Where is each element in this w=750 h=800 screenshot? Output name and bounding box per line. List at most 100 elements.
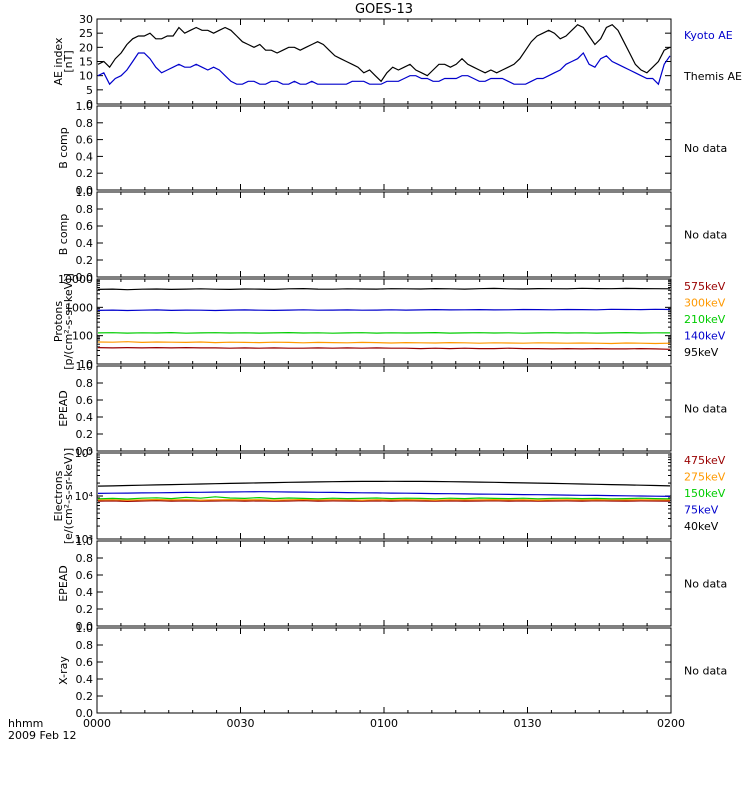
y-tick-label: 0.2 bbox=[76, 254, 94, 267]
panel-5: 0.0 0.2 0.4 0.6 0.8 1.0 EPEAD No data bbox=[57, 360, 727, 458]
panel-6: 10³ 10⁴ 10⁵ Electrons[e/(cm²-s-sr-keV)] 475k… bbox=[52, 447, 726, 546]
y-tick-label: 1.0 bbox=[76, 186, 94, 199]
panel-4: 10 100 1000 10000 Protons[p/(cm²-s-sr-keV)] 5… bbox=[52, 273, 726, 371]
no-data-label: No data bbox=[684, 665, 727, 678]
y-tick-label: 100 bbox=[72, 330, 93, 343]
y-tick-label: 0.6 bbox=[76, 394, 94, 407]
panel-frame bbox=[96, 540, 672, 627]
y-tick-label: 0.0 bbox=[76, 707, 94, 720]
legend-entry: 140keV bbox=[684, 330, 726, 343]
legend-entry: 95keV bbox=[684, 346, 719, 359]
series-line-40kev bbox=[97, 480, 671, 487]
panel-frame bbox=[96, 278, 672, 365]
panel-7: 0.0 0.2 0.4 0.6 0.8 1.0 EPEAD No data bbox=[57, 535, 727, 633]
x-tick-label: 0000 bbox=[83, 717, 111, 730]
panel-3: 0.0 0.2 0.4 0.6 0.8 1.0 B comp No data bbox=[57, 186, 727, 284]
y-tick-label: 0.4 bbox=[76, 411, 94, 424]
y-tick-label: 10 bbox=[79, 70, 93, 83]
y-axis-label: B comp bbox=[57, 127, 70, 169]
legend-entry: 300keV bbox=[684, 297, 726, 310]
no-data-label: No data bbox=[684, 578, 727, 591]
legend-entry: 75keV bbox=[684, 504, 719, 517]
series-line-275kev bbox=[97, 498, 671, 501]
y-axis-label: [p/(cm²-s-sr-keV)] bbox=[62, 273, 75, 370]
y-axis-label: Protons bbox=[52, 301, 65, 342]
y-tick-label: 0.0 bbox=[76, 271, 94, 284]
y-axis-label: B comp bbox=[57, 214, 70, 256]
series-line-575kev bbox=[97, 346, 671, 350]
y-tick-label: 0.4 bbox=[76, 586, 94, 599]
y-tick-label: 10000 bbox=[58, 273, 93, 286]
date-label: 2009 Feb 12 bbox=[8, 729, 76, 742]
series-line-475kev bbox=[97, 499, 671, 503]
legend-entry: 150keV bbox=[684, 487, 726, 500]
y-tick-label: 1.0 bbox=[76, 360, 94, 373]
legend-entry: 40keV bbox=[684, 520, 719, 533]
series-line-75kev bbox=[97, 491, 671, 497]
y-tick-label: 10⁵ bbox=[75, 447, 93, 460]
panel-frame bbox=[96, 627, 672, 714]
panel-frame bbox=[96, 452, 672, 540]
y-tick-label: 5 bbox=[86, 84, 93, 97]
y-tick-label: 0.0 bbox=[76, 184, 94, 197]
y-tick-label: 0.8 bbox=[76, 639, 94, 652]
no-data-label: No data bbox=[684, 229, 727, 242]
series-line-95kev bbox=[97, 287, 671, 291]
x-tick-label: 0130 bbox=[514, 717, 542, 730]
no-data-label: No data bbox=[684, 403, 727, 416]
series-line-150kev bbox=[97, 496, 671, 500]
y-tick-label: 20 bbox=[79, 41, 93, 54]
y-tick-label: 0.8 bbox=[76, 377, 94, 390]
panel-frame bbox=[96, 191, 672, 278]
legend-entry: Themis AE bbox=[683, 70, 742, 83]
legend-entry: 275keV bbox=[684, 471, 726, 484]
y-axis-label: EPEAD bbox=[57, 390, 70, 427]
y-tick-label: 0 bbox=[86, 98, 93, 111]
y-axis-label: AE index bbox=[52, 37, 65, 86]
series-line-140kev bbox=[97, 308, 671, 312]
y-tick-label: 15 bbox=[79, 56, 93, 69]
y-tick-label: 0.2 bbox=[76, 690, 94, 703]
time-axis: 0000 0030 0100 0130 0200 bbox=[83, 717, 685, 730]
legend-entry: 475keV bbox=[684, 454, 726, 467]
legend-entry: Kyoto AE bbox=[684, 29, 733, 42]
y-tick-label: 0.2 bbox=[76, 603, 94, 616]
x-tick-label: 0100 bbox=[370, 717, 398, 730]
y-tick-label: 1.0 bbox=[76, 535, 94, 548]
y-tick-label: 0.6 bbox=[76, 569, 94, 582]
y-tick-label: 0.2 bbox=[76, 167, 94, 180]
y-axis-label: Electrons bbox=[52, 470, 65, 521]
plot-title: GOES-13 bbox=[355, 2, 413, 17]
y-tick-label: 1.0 bbox=[76, 622, 94, 635]
panel-frame bbox=[96, 365, 672, 452]
y-tick-label: 30 bbox=[79, 13, 93, 26]
series-line-themis-ae bbox=[97, 23, 671, 83]
panel-frame bbox=[96, 105, 672, 191]
series-line-210kev bbox=[97, 331, 671, 334]
legend-entry: 210keV bbox=[684, 313, 726, 326]
series-line-kyoto-ae bbox=[97, 51, 671, 86]
y-tick-label: 10 bbox=[79, 358, 93, 371]
y-axis-label: X-ray bbox=[57, 656, 70, 685]
legend-entry: 575keV bbox=[684, 280, 726, 293]
y-tick-label: 0.8 bbox=[76, 117, 94, 130]
y-axis-label: [nT] bbox=[62, 50, 75, 72]
panel-8: 0.0 0.2 0.4 0.6 0.8 1.0 X-ray No data bbox=[57, 622, 727, 720]
series-line-300kev bbox=[97, 341, 671, 345]
y-axis-label: [e/(cm²-s-sr-keV)] bbox=[62, 448, 75, 544]
no-data-label: No data bbox=[684, 142, 727, 155]
y-tick-label: 0.0 bbox=[76, 620, 94, 633]
y-tick-label: 0.4 bbox=[76, 150, 94, 163]
time-unit-label: hhmm bbox=[8, 717, 43, 730]
y-tick-label: 0.8 bbox=[76, 203, 94, 216]
y-tick-label: 1000 bbox=[65, 301, 93, 314]
y-tick-label: 0.4 bbox=[76, 237, 94, 250]
y-tick-label: 0.2 bbox=[76, 428, 94, 441]
y-tick-label: 0.4 bbox=[76, 673, 94, 686]
y-tick-label: 10³ bbox=[75, 533, 93, 546]
y-tick-label: 0.0 bbox=[76, 445, 94, 458]
panel-2: 0.0 0.2 0.4 0.6 0.8 1.0 B comp No data bbox=[57, 100, 727, 197]
